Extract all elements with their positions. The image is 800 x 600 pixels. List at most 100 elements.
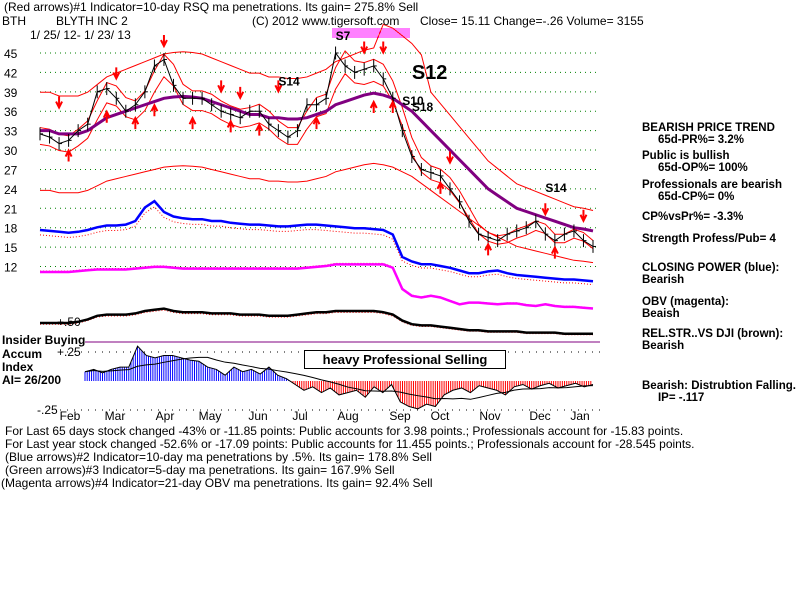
- x-tick-label: Aug: [337, 409, 358, 423]
- red-down-arrow-icon: [112, 67, 121, 81]
- red-up-arrow-icon: [226, 119, 235, 133]
- signal-label: S18: [412, 100, 434, 114]
- red-up-arrow-icon: [550, 245, 559, 259]
- tick-minus25: -.25: [37, 403, 58, 417]
- y-tick-label: 30: [4, 144, 18, 158]
- footer-65day: For Last 65 days stock changed -43% or -…: [5, 424, 684, 438]
- tick-plus25: +.25: [57, 345, 81, 359]
- y-tick-label: 12: [4, 261, 18, 275]
- insider-buying-label: Insider Buying: [2, 333, 86, 347]
- price-trend: BEARISH PRICE TREND: [642, 122, 775, 134]
- red-up-arrow-icon: [484, 242, 493, 256]
- y-tick-label: 36: [4, 105, 18, 119]
- red-down-arrow-icon: [274, 80, 283, 94]
- rel-str-line: [40, 307, 593, 336]
- accum-index-ma: [84, 356, 594, 400]
- signal-label: S14: [545, 181, 567, 195]
- red-down-arrow-icon: [579, 209, 588, 223]
- strength-ratio: Strength Profess/Pub= 4: [642, 233, 776, 245]
- indicator-1-text: (Red arrows)#1 Indicator=10-day RSQ ma p…: [4, 0, 419, 14]
- rel-str-status: Bearish: [642, 340, 685, 352]
- cp-pct: 65d-CP%= 0%: [642, 191, 735, 203]
- cp-vs-pr: CP%vsPr%= -3.3%: [642, 211, 744, 223]
- red-down-arrow-icon: [360, 41, 369, 55]
- y-tick-label: 21: [4, 202, 18, 216]
- upper-band: [40, 23, 594, 212]
- x-tick-label: Feb: [60, 409, 81, 423]
- x-tick-label: May: [199, 409, 222, 423]
- accum-label: Accum: [2, 347, 43, 361]
- rel-str-label: REL.STR..VS DJI (brown):: [642, 328, 784, 340]
- y-tick-label: 33: [4, 125, 18, 139]
- red-down-arrow-icon: [379, 41, 388, 55]
- closing-power-ma: [39, 206, 594, 286]
- signal-label: S12: [412, 62, 448, 84]
- y-tick-label: 42: [4, 66, 18, 80]
- public-status: Public is bullish: [642, 150, 730, 162]
- red-down-arrow-icon: [446, 151, 454, 165]
- red-down-arrow-icon: [541, 203, 550, 217]
- y-tick-label: 45: [4, 47, 18, 61]
- closing-power-label: CLOSING POWER (blue):: [642, 262, 780, 274]
- x-tick-label: Jun: [248, 409, 267, 423]
- closing-power-status: Bearish: [642, 274, 685, 286]
- x-tick-label: Dec: [529, 409, 550, 423]
- red-up-arrow-icon: [388, 99, 397, 113]
- quote-info: Close= 15.11 Change=-.26 Volume= 3155: [420, 14, 644, 28]
- signal-label: S14: [278, 74, 300, 88]
- pr-pct: 65d-PR%= 3.2%: [642, 134, 744, 146]
- indicator-3-text: (Green arrows)#3 Indicator=5-day ma pene…: [5, 463, 395, 477]
- copyright: (C) 2012 www.tigersoft.com: [252, 14, 400, 28]
- signal-label: S10: [402, 94, 424, 108]
- heavy-selling-label: heavy Professional Selling: [304, 350, 506, 369]
- y-tick-label: 27: [4, 163, 18, 177]
- x-tick-label: Apr: [156, 409, 175, 423]
- company-name: BLYTH INC 2: [56, 14, 128, 28]
- date-range: 1/ 25/ 12- 1/ 23/ 13: [30, 28, 131, 42]
- red-down-arrow-icon: [160, 35, 168, 49]
- ticker: BTH: [2, 14, 26, 28]
- red-up-arrow-icon: [436, 180, 445, 194]
- accum-index-line: [84, 345, 594, 410]
- red-up-arrow-icon: [188, 115, 197, 130]
- x-tick-label: Oct: [431, 409, 450, 423]
- x-tick-label: Nov: [479, 409, 500, 423]
- upper-short-band: [39, 50, 594, 241]
- red-up-arrow-icon: [131, 115, 140, 130]
- x-tick-label: Jul: [292, 409, 307, 423]
- red-down-arrow-icon: [236, 86, 245, 101]
- moving-average-line: [40, 91, 594, 233]
- ip-value: IP= -.117: [642, 392, 705, 404]
- red-down-arrow-icon: [217, 80, 226, 94]
- index-label: Index: [2, 360, 34, 374]
- red-up-arrow-icon: [64, 148, 73, 162]
- y-tick-label: 39: [4, 86, 18, 100]
- y-tick-label: 15: [4, 241, 18, 255]
- red-up-arrow-icon: [102, 109, 111, 123]
- ai-value: AI= 26/200: [2, 373, 62, 387]
- distribution-status: Bearish: Distrubtion Falling.: [642, 380, 796, 392]
- x-tick-label: Sep: [389, 409, 411, 423]
- y-tick-label: 18: [4, 222, 18, 236]
- price-line: [39, 51, 594, 247]
- x-tick-label: Jan: [570, 409, 589, 423]
- red-up-arrow-icon: [312, 115, 321, 130]
- obv-line: [40, 263, 594, 310]
- rel-str-ma: [40, 309, 593, 336]
- professionals-status: Professionals are bearish: [642, 179, 782, 191]
- obv-status: Beaish: [642, 308, 680, 320]
- y-tick-label: 24: [4, 183, 18, 197]
- footer-year: For Last year stock changed -52.6% or -1…: [5, 437, 695, 451]
- red-up-arrow-icon: [255, 122, 264, 136]
- obv-label: OBV (magenta):: [642, 296, 729, 308]
- red-up-arrow-icon: [369, 99, 378, 113]
- x-tick-label: Mar: [105, 409, 126, 423]
- signal-label: S7: [336, 29, 351, 43]
- closing-power-line: [39, 199, 594, 283]
- red-up-arrow-icon: [150, 102, 159, 117]
- red-down-arrow-icon: [55, 96, 63, 110]
- op-pct: 65d-OP%= 100%: [642, 162, 748, 174]
- indicator-4-text: (Magenta arrows)#4 Indicator=21-day OBV …: [1, 476, 433, 490]
